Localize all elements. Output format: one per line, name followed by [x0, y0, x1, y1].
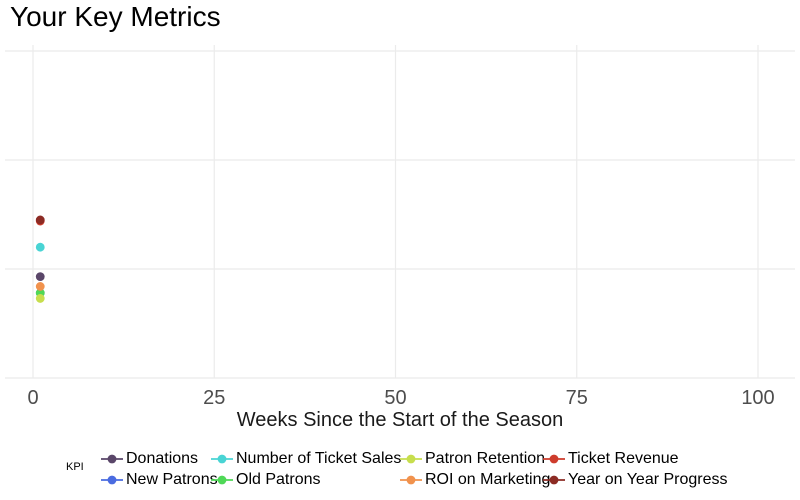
x-tick-label: 25 [203, 387, 225, 409]
legend-key-icon [543, 475, 565, 485]
data-point-roi-on-marketing [35, 282, 45, 291]
data-point-donations [35, 272, 45, 282]
legend-item-ticket-revenue: Ticket Revenue [542, 450, 679, 468]
legend-item-label: New Patrons [126, 471, 218, 488]
legend-key-icon [543, 454, 565, 463]
x-tick-label: 0 [27, 387, 38, 409]
legend-title: KPI [66, 461, 84, 473]
data-point-number-of-ticket-sales [35, 242, 45, 252]
legend-item-label: Number of Ticket Sales [236, 449, 402, 467]
legend-item-label: Year on Year Progress [568, 471, 728, 488]
legend-item-donations: Donations [100, 450, 198, 468]
legend-item-number-of-ticket-sales: Number of Ticket Sales [210, 450, 401, 468]
legend-item-label: ROI on Marketing [425, 471, 551, 488]
legend-key-icon [101, 475, 123, 485]
legend-item-year-on-year-progress: Year on Year Progress [542, 471, 728, 489]
x-tick-label: 50 [384, 387, 406, 409]
legend-key-icon [211, 475, 233, 485]
x-tick-label: 75 [566, 387, 588, 409]
x-axis-title: Weeks Since the Start of the Season [236, 409, 564, 431]
legend-key-icon [101, 454, 123, 463]
legend-item-label: Patron Retention [425, 449, 546, 467]
legend-item-patron-retention: Patron Retention [399, 450, 545, 468]
x-tick-label: 100 [741, 387, 774, 409]
legend-item-label: Old Patrons [236, 471, 321, 488]
legend-item-old-patrons: Old Patrons [210, 471, 320, 489]
legend-key-icon [211, 454, 233, 463]
legend-key-icon [400, 475, 422, 485]
legend-item-label: Donations [126, 449, 199, 467]
legend-item-roi-on-marketing: ROI on Marketing [399, 471, 550, 489]
legend-item-label: Ticket Revenue [568, 449, 679, 467]
data-point-patron-retention [35, 294, 45, 303]
legend-key-icon [400, 454, 422, 463]
chart-title: Your Key Metrics [10, 1, 221, 32]
legend-item-new-patrons: New Patrons [100, 471, 218, 489]
data-point-year-on-year-progress [35, 215, 45, 225]
